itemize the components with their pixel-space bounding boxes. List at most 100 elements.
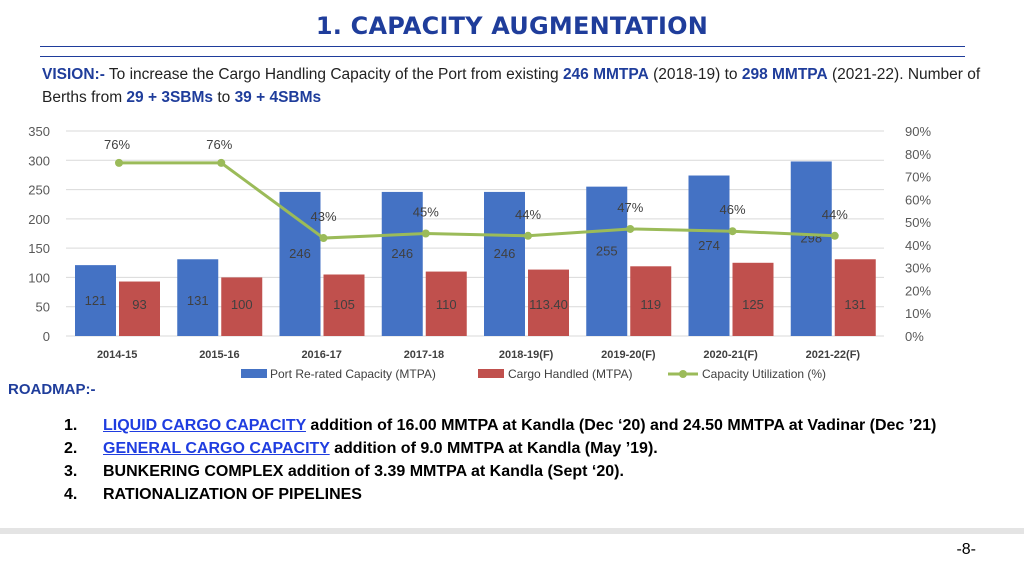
vision-highlight-1: 246 MMTPA bbox=[562, 66, 649, 83]
y-left-tick-label: 250 bbox=[28, 183, 50, 198]
vision-text-1: To increase the Cargo Handling Capacity … bbox=[104, 66, 563, 83]
legend-capacity-swatch bbox=[241, 369, 267, 378]
cargo-bar bbox=[119, 281, 160, 336]
cargo-data-label: 119 bbox=[640, 297, 661, 312]
cargo-bar bbox=[528, 269, 569, 336]
y-left-tick-label: 100 bbox=[28, 270, 50, 285]
y-left-tick-label: 150 bbox=[28, 241, 50, 256]
footer-rule bbox=[0, 528, 1024, 534]
y-right-tick-label: 20% bbox=[905, 283, 931, 298]
x-tick-label: 2018-19(F) bbox=[499, 349, 554, 361]
cargo-data-label: 125 bbox=[742, 297, 764, 312]
y-right-tick-label: 80% bbox=[905, 147, 931, 162]
roadmap-item-number: 4. bbox=[64, 486, 78, 503]
y-right-tick-label: 40% bbox=[905, 238, 931, 253]
cargo-bar bbox=[425, 271, 467, 336]
general-cargo-link[interactable]: GENERAL CARGO CAPACITY bbox=[103, 440, 330, 457]
capacity-chart: 0 50 100 150 200 250 300 350 0% 10% 20% 30% 40% 50% 60… bbox=[28, 124, 931, 381]
page-number: -8- bbox=[956, 541, 976, 558]
utilization-data-label: 76% bbox=[104, 137, 130, 152]
x-tick-label: 2021-22(F) bbox=[806, 349, 861, 361]
capacity-bar bbox=[381, 191, 423, 336]
roadmap-item-text: addition of 16.00 MMTPA at Kandla (Dec ‘… bbox=[305, 417, 937, 434]
cargo-data-label: 93 bbox=[132, 297, 146, 312]
utilization-point bbox=[728, 227, 737, 236]
roadmap-item-text: BUNKERING COMPLEX addition of 3.39 MMTPA… bbox=[103, 463, 624, 480]
capacity-bar bbox=[484, 191, 525, 336]
y-left-tick-label: 0 bbox=[43, 329, 50, 344]
utilization-point bbox=[524, 231, 532, 240]
cargo-data-label: 131 bbox=[844, 297, 866, 312]
y-right-tick-label: 30% bbox=[905, 261, 931, 276]
utilization-data-label: 47% bbox=[617, 200, 643, 215]
vision-text-4: to bbox=[213, 89, 235, 106]
utilization-point bbox=[626, 224, 635, 233]
legend-capacity-label: Port Re-rated Capacity (MTPA) bbox=[270, 367, 436, 381]
utilization-data-label: 44% bbox=[822, 207, 848, 222]
x-tick-label: 2015-16 bbox=[199, 349, 239, 361]
capacity-bar bbox=[75, 265, 116, 336]
roadmap-item-text: addition of 9.0 MMTPA at Kandla (May ’19… bbox=[329, 440, 658, 457]
cargo-bar bbox=[834, 259, 876, 336]
cargo-data-label: 100 bbox=[231, 297, 253, 312]
roadmap-item: 3. BUNKERING COMPLEX addition of 3.39 MMT… bbox=[64, 460, 964, 483]
cargo-data-label: 105 bbox=[333, 297, 355, 312]
title-rule-top bbox=[40, 46, 965, 47]
title-rule-bottom bbox=[40, 56, 965, 57]
capacity-bar bbox=[586, 186, 628, 336]
capacity-data-label: 255 bbox=[596, 243, 618, 258]
roadmap-list: 1. LIQUID CARGO CAPACITY addition of 16.0… bbox=[64, 414, 964, 506]
vision-statement: VISION:- To increase the Cargo Handling … bbox=[42, 63, 982, 109]
roadmap-item: 2. GENERAL CARGO CAPACITY addition of 9.0… bbox=[64, 437, 964, 460]
cargo-bar bbox=[221, 277, 263, 336]
y-right-tick-label: 10% bbox=[905, 306, 931, 321]
utilization-point bbox=[319, 234, 328, 243]
cargo-bar bbox=[732, 262, 774, 336]
capacity-bar bbox=[790, 161, 832, 336]
cargo-bar bbox=[323, 274, 365, 336]
roadmap-item: 1. LIQUID CARGO CAPACITY addition of 16.0… bbox=[64, 414, 964, 437]
capacity-data-label: 246 bbox=[289, 246, 311, 261]
legend-utilization-label: Capacity Utilization (%) bbox=[702, 367, 826, 381]
y-left-tick-label: 50 bbox=[36, 300, 50, 315]
capacity-bar bbox=[279, 191, 321, 336]
roadmap-item-number: 1. bbox=[64, 417, 78, 434]
vision-highlight-2: 298 MMTPA bbox=[741, 66, 828, 83]
vision-text-2: (2018-19) to bbox=[648, 66, 742, 83]
roadmap-item-number: 2. bbox=[64, 440, 78, 457]
y-right-tick-label: 70% bbox=[905, 170, 931, 185]
y-right-tick-label: 50% bbox=[905, 215, 931, 230]
legend-cargo-swatch bbox=[478, 369, 504, 378]
x-tick-label: 2019-20(F) bbox=[601, 349, 656, 361]
capacity-data-label: 121 bbox=[85, 293, 107, 308]
page-title: 1. CAPACITY AUGMENTATION bbox=[315, 12, 709, 40]
utilization-point bbox=[115, 158, 123, 167]
cargo-bar bbox=[630, 266, 672, 336]
legend-cargo-label: Cargo Handled (MTPA) bbox=[508, 367, 633, 381]
cargo-data-label: 113.40 bbox=[529, 297, 568, 312]
capacity-bar bbox=[177, 259, 219, 336]
legend-utilization-marker bbox=[679, 370, 687, 378]
utilization-data-label: 46% bbox=[719, 202, 745, 217]
x-tick-label: 2014-15 bbox=[97, 349, 137, 361]
y-left-tick-label: 200 bbox=[28, 212, 50, 227]
y-right-tick-label: 0% bbox=[905, 329, 924, 344]
utilization-data-label: 45% bbox=[413, 205, 439, 220]
vision-label: VISION:- bbox=[42, 66, 105, 83]
roadmap-item-number: 3. bbox=[64, 463, 78, 480]
utilization-data-label: 44% bbox=[515, 207, 541, 222]
roadmap-item: 4. RATIONALIZATION OF PIPELINES bbox=[64, 483, 964, 506]
cargo-data-label: 110 bbox=[436, 297, 457, 312]
y-right-tick-label: 90% bbox=[905, 124, 931, 139]
capacity-data-label: 246 bbox=[494, 246, 516, 261]
capacity-data-label: 246 bbox=[391, 246, 413, 261]
roadmap-item-text: RATIONALIZATION OF PIPELINES bbox=[103, 486, 362, 503]
y-right-tick-label: 60% bbox=[905, 192, 931, 207]
x-tick-label: 2017-18 bbox=[404, 349, 444, 361]
x-tick-label: 2016-17 bbox=[301, 349, 341, 361]
utilization-point bbox=[421, 229, 430, 238]
utilization-data-label: 43% bbox=[310, 209, 336, 224]
liquid-cargo-link[interactable]: LIQUID CARGO CAPACITY bbox=[103, 417, 306, 434]
utilization-point bbox=[217, 158, 226, 167]
utilization-point bbox=[830, 231, 839, 240]
